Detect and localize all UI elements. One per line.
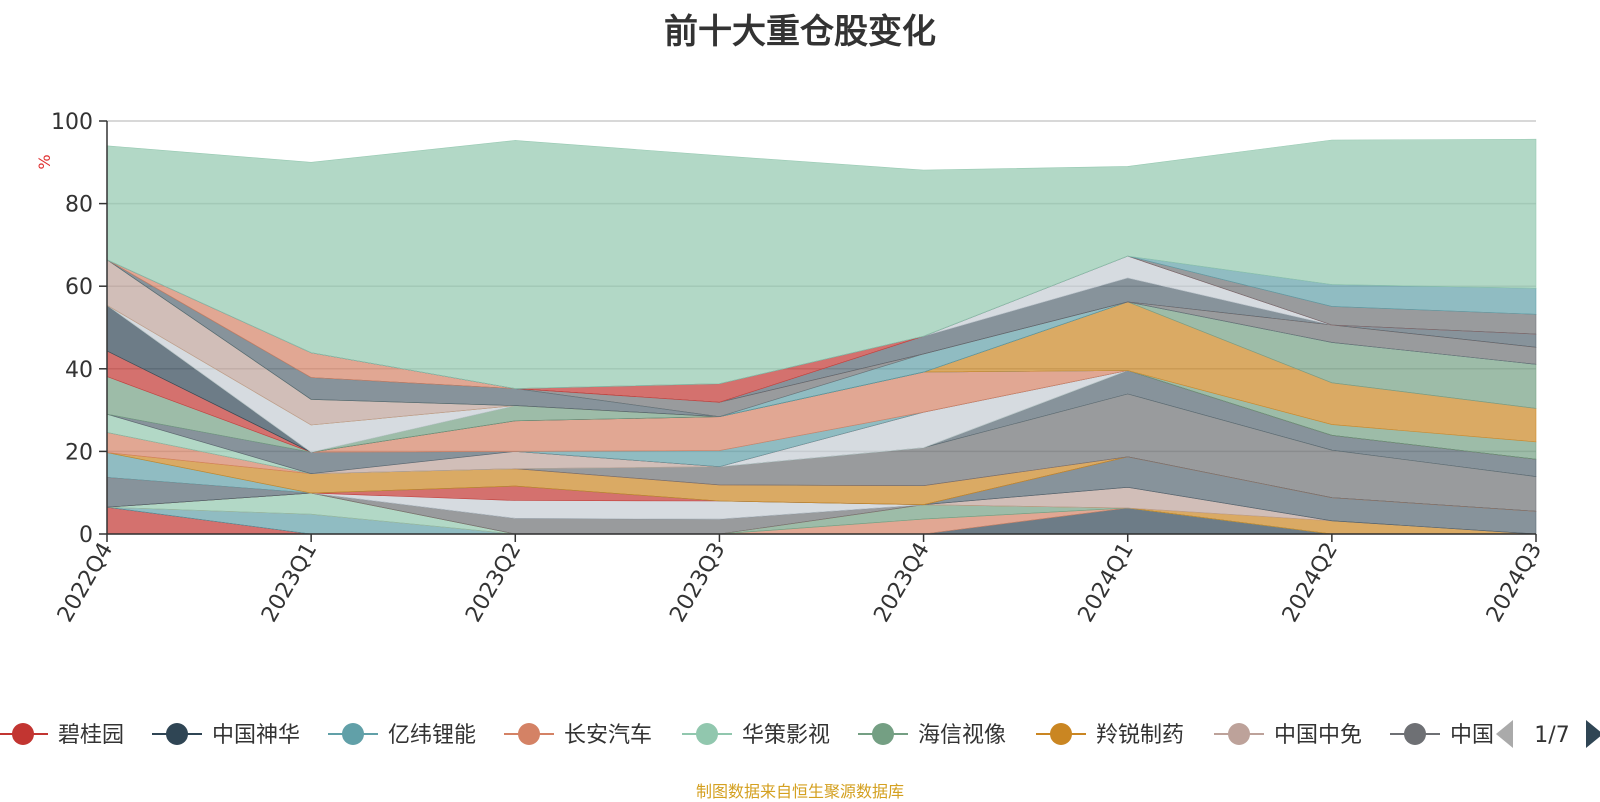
legend-dot-icon <box>1404 723 1426 745</box>
legend-item[interactable]: 碧桂园 <box>0 723 124 748</box>
legend-dot-icon <box>1228 723 1250 745</box>
legend-dot-icon <box>1050 723 1072 745</box>
legend-item[interactable]: 中国 <box>1390 723 1494 748</box>
y-tick-label: 20 <box>65 440 93 465</box>
legend-label: 碧桂园 <box>58 723 124 748</box>
legend-next-icon[interactable] <box>1586 720 1600 748</box>
legend-item[interactable]: 中国神华 <box>152 723 300 748</box>
area-series <box>106 138 1537 389</box>
legend-item[interactable]: 海信视像 <box>858 723 1006 748</box>
legend-label: 中国神华 <box>212 723 300 748</box>
x-tick-label: 2024Q1 <box>1074 539 1139 627</box>
x-tick-label: 2023Q2 <box>461 539 526 627</box>
legend-label: 亿纬锂能 <box>388 723 476 748</box>
y-tick-label: 80 <box>65 193 93 218</box>
legend-dot-icon <box>166 723 188 745</box>
legend[interactable]: 碧桂园 中国神华 亿纬锂能 长安汽车 华策影视 海信视像 羚锐制药 中国中免 中国 <box>0 723 1494 748</box>
chart-title: 前十大重仓股变化 <box>664 12 936 52</box>
legend-dot-icon <box>872 723 894 745</box>
legend-item[interactable]: 华策影视 <box>682 723 830 748</box>
stacked-areas <box>106 138 1537 535</box>
legend-dot-icon <box>518 723 540 745</box>
legend-item[interactable]: 羚锐制药 <box>1036 723 1184 748</box>
legend-label: 华策影视 <box>742 723 830 748</box>
legend-label: 海信视像 <box>918 723 1006 748</box>
legend-pager: 1/7 <box>1496 720 1600 748</box>
y-tick-label: 40 <box>65 358 93 383</box>
x-tick-label: 2023Q4 <box>869 539 934 627</box>
x-tick-label: 2023Q3 <box>665 539 730 627</box>
y-tick-label: 60 <box>65 275 93 300</box>
legend-prev-icon[interactable] <box>1496 720 1513 748</box>
legend-label: 长安汽车 <box>564 723 652 748</box>
y-axis-unit-label: % <box>35 154 54 169</box>
x-tick-label: 2024Q3 <box>1482 539 1547 627</box>
legend-label: 羚锐制药 <box>1096 723 1184 748</box>
y-tick-label: 100 <box>51 110 93 135</box>
legend-dot-icon <box>342 723 364 745</box>
x-tick-label: 2023Q1 <box>257 539 322 627</box>
legend-label: 中国中免 <box>1274 723 1362 748</box>
y-tick-label: 0 <box>79 523 93 548</box>
legend-item[interactable]: 中国中免 <box>1214 723 1362 748</box>
legend-dot-icon <box>696 723 718 745</box>
legend-dot-icon <box>12 723 34 745</box>
x-tick-label: 2024Q2 <box>1278 539 1343 627</box>
source-note: 制图数据来自恒生聚源数据库 <box>695 782 904 801</box>
legend-item[interactable]: 长安汽车 <box>504 723 652 748</box>
legend-label: 中国 <box>1450 723 1494 748</box>
legend-page-indicator: 1/7 <box>1534 723 1569 748</box>
legend-item[interactable]: 亿纬锂能 <box>328 723 476 748</box>
x-tick-label: 2022Q4 <box>53 539 118 627</box>
